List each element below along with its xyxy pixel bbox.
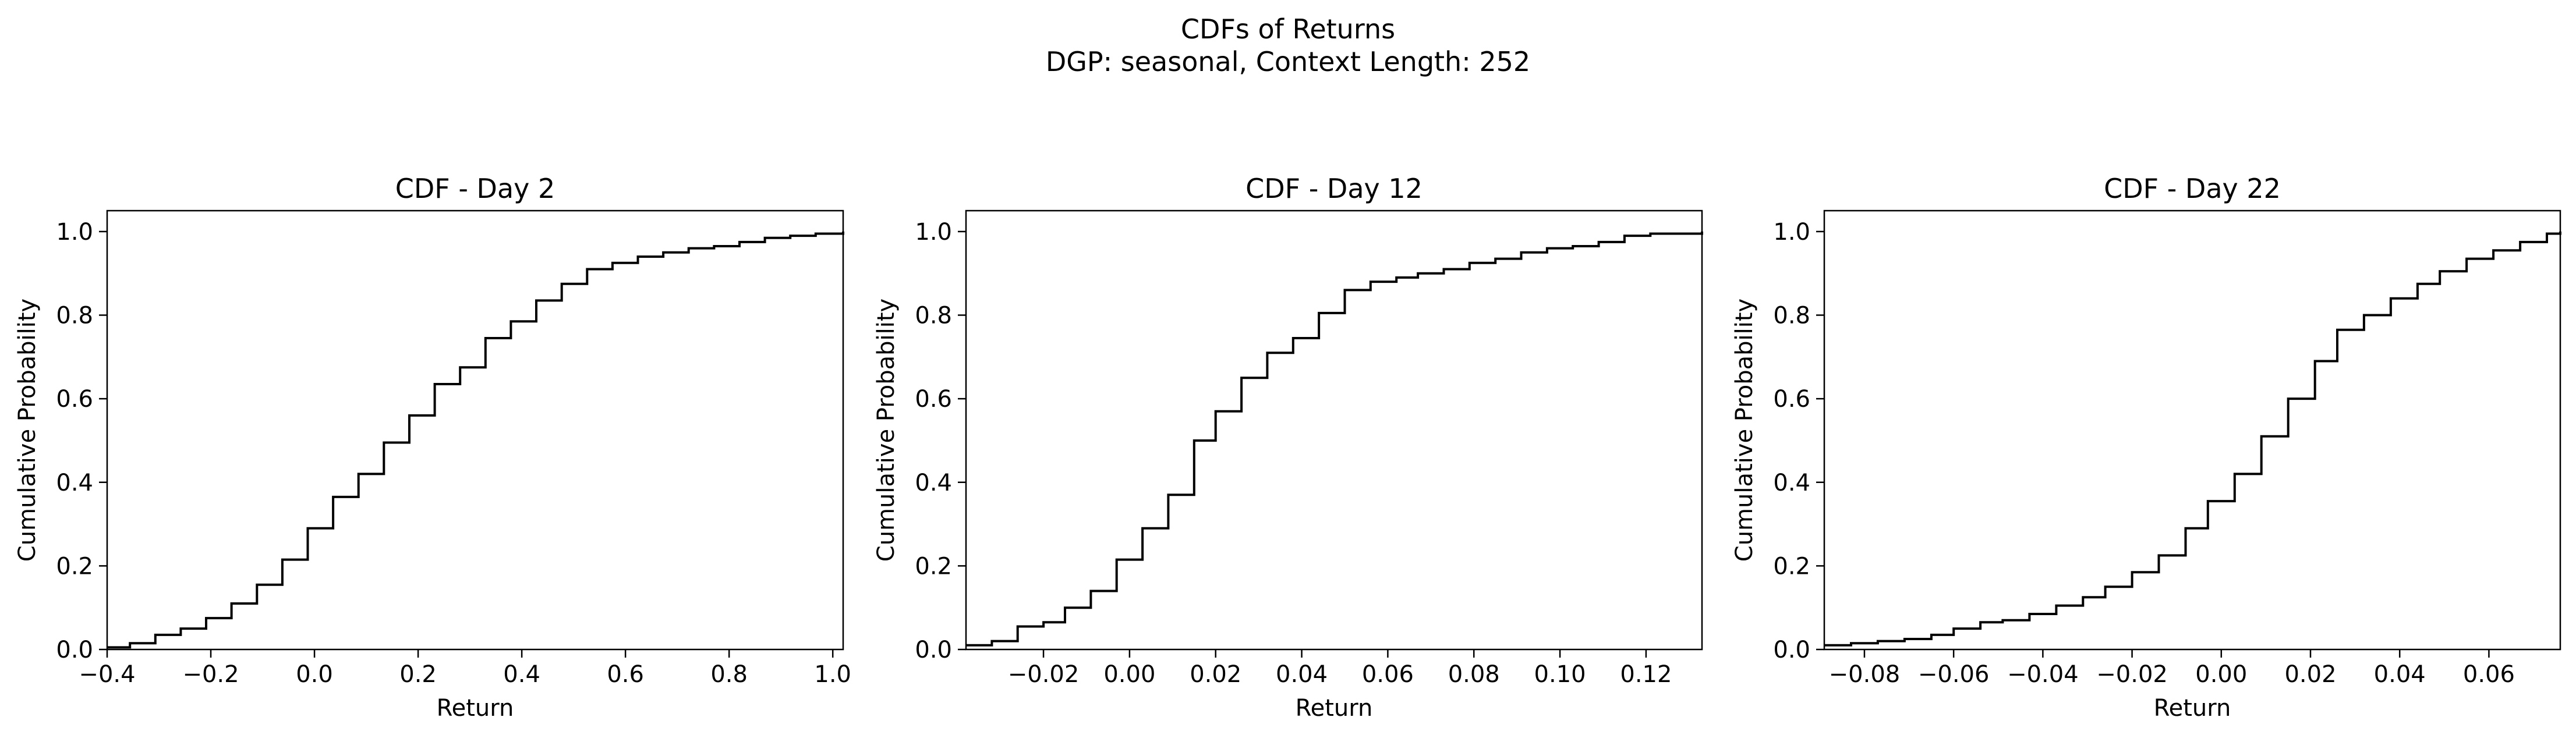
y-axis-label: Cumulative Probability: [1731, 299, 1758, 562]
y-tick-label: 0.8: [915, 303, 952, 329]
x-tick-label: −0.02: [1008, 661, 1080, 688]
y-tick-label: 0.2: [915, 553, 952, 580]
figure-title: CDFs of Returns: [1181, 13, 1395, 45]
cdf-panel-2: CDF - Day 12 −0.02 0.00 0.02 0.04 0.06 0.08 0.1…: [873, 173, 1703, 722]
cdf-panel-3: CDF - Day 22 −0.08 −0.06 −0.04 −0.02 0.00 0.02…: [1731, 173, 2561, 722]
x-tick-label: −0.08: [1829, 661, 1901, 688]
x-axis-label: Return: [1296, 695, 1373, 722]
x-tick-label: 0.04: [2374, 661, 2426, 688]
x-tick-label: 0.00: [2195, 661, 2247, 688]
y-axis-label: Cumulative Probability: [873, 299, 900, 562]
x-tick-label: 0.4: [503, 661, 540, 688]
x-tick-label: 1.0: [814, 661, 851, 688]
x-tick-label: 0.08: [1448, 661, 1500, 688]
x-tick-label: 0.02: [2284, 661, 2336, 688]
x-tick-label: 0.10: [1534, 661, 1586, 688]
x-tick-label: 0.00: [1103, 661, 1155, 688]
x-tick-label: 0.06: [1362, 661, 1414, 688]
cdf-step-line: [107, 231, 844, 649]
y-axis-label: Cumulative Probability: [14, 299, 41, 562]
y-tick-label: 0.0: [56, 637, 93, 663]
y-tick-label: 0.8: [1773, 303, 1810, 329]
x-tick-label: 0.04: [1276, 661, 1328, 688]
y-tick-label: 1.0: [915, 219, 952, 246]
x-tick-label: −0.2: [182, 661, 239, 688]
y-tick-label: 0.2: [1773, 553, 1810, 580]
x-tick-label: −0.06: [1918, 661, 1990, 688]
y-tick-label: 0.4: [56, 470, 93, 496]
panel-title: CDF - Day 2: [395, 173, 555, 204]
panel-title: CDF - Day 22: [2104, 173, 2281, 204]
y-tick-label: 0.0: [915, 637, 952, 663]
y-tick-label: 1.0: [56, 219, 93, 246]
axes-frame: [965, 210, 1703, 651]
x-tick-label: 0.12: [1620, 661, 1672, 688]
y-tick-label: 0.6: [56, 386, 93, 413]
y-tick-label: 0.4: [1773, 470, 1810, 496]
y-tick-label: 0.6: [915, 386, 952, 413]
x-tick-label: −0.04: [2007, 661, 2079, 688]
cdf-panel-1: CDF - Day 2 −0.4 −0.2 0.0 0.2 0.4 0.6 0.8 1.0 0.0…: [14, 173, 851, 722]
x-axis-label: Return: [2154, 695, 2231, 722]
x-tick-label: 0.6: [607, 661, 644, 688]
y-tick-label: 0.6: [1773, 386, 1810, 413]
x-tick-label: 0.2: [399, 661, 437, 688]
panel-title: CDF - Day 12: [1245, 173, 1423, 204]
y-tick-label: 0.4: [915, 470, 952, 496]
y-tick-label: 0.8: [56, 303, 93, 329]
x-tick-label: 0.0: [296, 661, 333, 688]
x-tick-label: −0.02: [2096, 661, 2168, 688]
x-tick-label: 0.02: [1190, 661, 1241, 688]
y-tick-label: 0.0: [1773, 637, 1810, 663]
axes-frame: [1823, 210, 2561, 651]
chart-panels: CDF - Day 2 −0.4 −0.2 0.0 0.2 0.4 0.6 0.8 1.0 0.0…: [14, 173, 2561, 722]
x-tick-label: 0.8: [710, 661, 748, 688]
cdf-step-line: [966, 231, 1703, 647]
x-axis-label: Return: [437, 695, 514, 722]
axes-frame: [106, 210, 844, 651]
cdf-step-line: [1824, 231, 2561, 647]
x-tick-label: 0.06: [2463, 661, 2515, 688]
y-tick-label: 1.0: [1773, 219, 1810, 246]
y-tick-label: 0.2: [56, 553, 93, 580]
figure-subtitle: DGP: seasonal, Context Length: 252: [1046, 46, 1530, 77]
x-tick-label: −0.4: [79, 661, 135, 688]
